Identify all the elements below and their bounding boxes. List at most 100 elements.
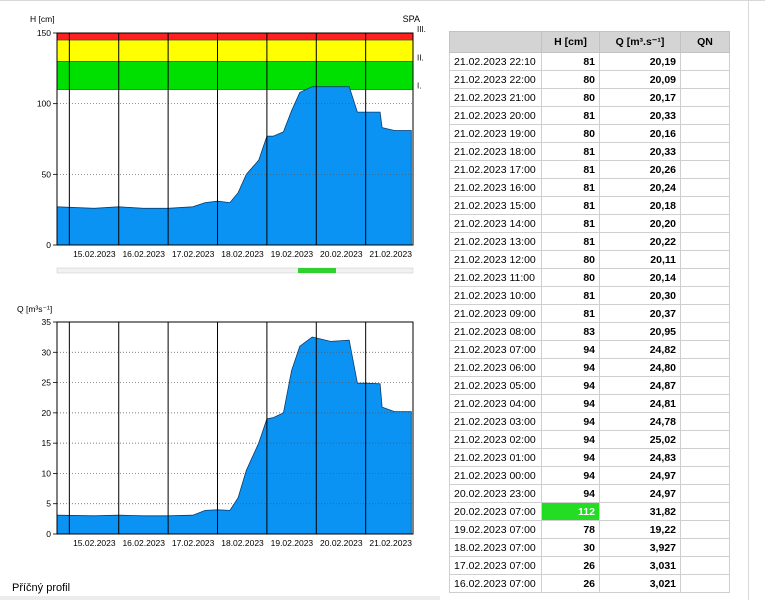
cell-level: 94 (541, 448, 600, 467)
table-row: 21.02.2023 22:10 81 20,19 (449, 52, 730, 71)
x-tick-label: 21.02.2023 (369, 538, 412, 548)
cell-datetime: 21.02.2023 00:00 (449, 466, 542, 485)
cell-level: 94 (541, 376, 600, 395)
y-tick-label: 0 (46, 240, 51, 250)
cell-qn (680, 574, 730, 593)
cell-datetime: 21.02.2023 11:00 (449, 268, 542, 287)
cell-qn (680, 70, 730, 89)
cell-discharge: 20,16 (599, 124, 681, 143)
cell-qn (680, 520, 730, 539)
right-divider (748, 0, 749, 600)
cell-discharge: 24,97 (599, 484, 681, 503)
cell-discharge: 3,927 (599, 538, 681, 557)
x-tick-label: 16.02.2023 (122, 538, 165, 548)
cell-datetime: 21.02.2023 06:00 (449, 358, 542, 377)
table-row: 21.02.2023 03:00 94 24,78 (449, 412, 730, 431)
flood-level-label: III. (417, 25, 426, 34)
measurements-table: H [cm] Q [m³.s⁻¹] QN 21.02.2023 22:10 81 2… (449, 31, 730, 593)
plot-frame (56, 32, 414, 246)
cell-datetime: 21.02.2023 14:00 (449, 214, 542, 233)
flood-band-2 (57, 40, 413, 62)
water-level-chart: I. II. III.SPA 0 50 100 150 15.02.2023 16.02.202… (30, 14, 426, 274)
cell-level: 81 (541, 142, 600, 161)
cell-qn (680, 556, 730, 575)
cell-datetime: 21.02.2023 16:00 (449, 178, 542, 197)
cell-qn (680, 106, 730, 125)
timeline-scroll-thumb (298, 268, 336, 273)
table-row: 21.02.2023 13:00 81 20,22 (449, 232, 730, 251)
cell-qn (680, 52, 730, 71)
cell-qn (680, 160, 730, 179)
table-row: 21.02.2023 00:00 94 24,97 (449, 466, 730, 485)
table-row: 21.02.2023 02:00 94 25,02 (449, 430, 730, 449)
cell-level: 80 (541, 88, 600, 107)
cell-datetime: 21.02.2023 12:00 (449, 250, 542, 269)
cell-discharge: 20,18 (599, 196, 681, 215)
cell-datetime: 21.02.2023 13:00 (449, 232, 542, 251)
y-tick-label: 20 (42, 408, 52, 418)
cell-qn (680, 430, 730, 449)
x-tick-label: 15.02.2023 (73, 538, 116, 548)
cell-discharge: 24,82 (599, 340, 681, 359)
cell-level: 78 (541, 520, 600, 539)
table-body: 21.02.2023 22:10 81 20,19 21.02.2023 22:00 8… (449, 52, 730, 593)
cell-discharge: 3,031 (599, 556, 681, 575)
cell-qn (680, 88, 730, 107)
cell-level: 81 (541, 160, 600, 179)
table-row: 21.02.2023 16:00 81 20,24 (449, 178, 730, 197)
cell-level: 81 (541, 304, 600, 323)
y-axis-title: H [cm] (30, 14, 55, 24)
cell-level: 81 (541, 196, 600, 215)
cell-discharge: 20,95 (599, 322, 681, 341)
table-row: 21.02.2023 12:00 80 20,11 (449, 250, 730, 269)
cell-discharge: 19,22 (599, 520, 681, 539)
cell-qn (680, 142, 730, 161)
timeline-scroll-track (56, 267, 414, 274)
table-row: 21.02.2023 22:00 80 20,09 (449, 70, 730, 89)
table-row: 19.02.2023 07:00 78 19,22 (449, 520, 730, 539)
cell-qn (680, 178, 730, 197)
cell-datetime: 21.02.2023 01:00 (449, 448, 542, 467)
cell-discharge: 20,33 (599, 106, 681, 125)
cell-level: 81 (541, 214, 600, 233)
x-tick-label: 15.02.2023 (73, 249, 116, 259)
cell-level: 80 (541, 268, 600, 287)
cell-level: 81 (541, 52, 600, 71)
cell-level: 81 (541, 106, 600, 125)
cell-datetime: 18.02.2023 07:00 (449, 538, 542, 557)
table-row: 18.02.2023 07:00 30 3,927 (449, 538, 730, 557)
cell-discharge: 20,19 (599, 52, 681, 71)
cell-datetime: 21.02.2023 18:00 (449, 142, 542, 161)
cell-qn (680, 286, 730, 305)
table-row: 20.02.2023 23:00 94 24,97 (449, 484, 730, 503)
cross-section-label[interactable]: Příčný profil (12, 582, 71, 594)
x-tick-label: 21.02.2023 (369, 249, 412, 259)
table-row: 21.02.2023 08:00 83 20,95 (449, 322, 730, 341)
cell-datetime: 21.02.2023 03:00 (449, 412, 542, 431)
col-header-qn: QN (680, 31, 730, 53)
table-row: 21.02.2023 05:00 94 24,87 (449, 376, 730, 395)
cell-qn (680, 268, 730, 287)
col-header-level: H [cm] (541, 31, 600, 53)
cell-discharge: 20,17 (599, 88, 681, 107)
x-tick-label: 19.02.2023 (271, 249, 314, 259)
horizontal-scrollbar[interactable] (0, 596, 440, 600)
cell-datetime: 21.02.2023 10:00 (449, 286, 542, 305)
table-header-row: H [cm] Q [m³.s⁻¹] QN (449, 31, 730, 53)
y-tick-label: 30 (42, 347, 52, 357)
x-tick-label: 18.02.2023 (221, 538, 264, 548)
cell-qn (680, 196, 730, 215)
cell-level: 94 (541, 394, 600, 413)
table-row: 21.02.2023 21:00 80 20,17 (449, 88, 730, 107)
flood-level-label: II. (417, 53, 424, 62)
cell-datetime: 21.02.2023 08:00 (449, 322, 542, 341)
cell-level: 81 (541, 232, 600, 251)
table-row: 16.02.2023 07:00 26 3,021 (449, 574, 730, 593)
cell-discharge: 24,78 (599, 412, 681, 431)
cell-level: 26 (541, 574, 600, 593)
cell-qn (680, 340, 730, 359)
y-tick-label: 15 (42, 438, 52, 448)
cell-datetime: 21.02.2023 15:00 (449, 196, 542, 215)
cell-level: 94 (541, 412, 600, 431)
series-area (56, 86, 412, 246)
